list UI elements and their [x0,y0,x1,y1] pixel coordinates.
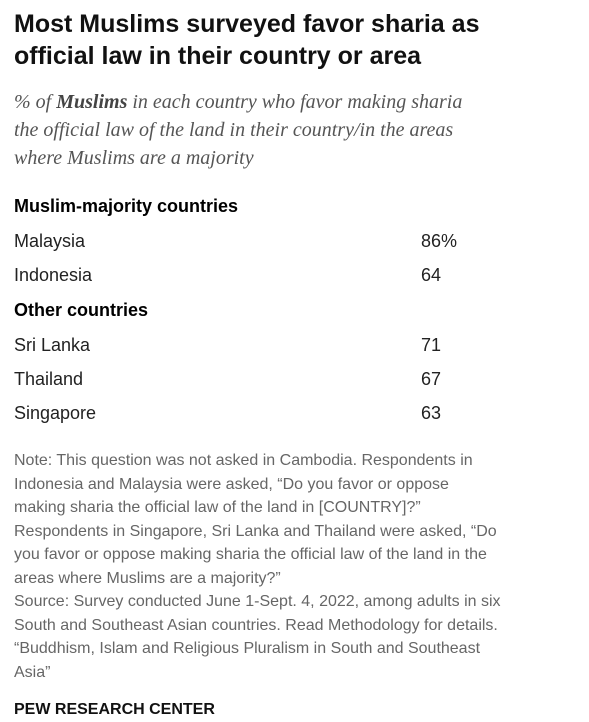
note-line: making sharia the official law of the la… [14,499,421,516]
subtitle-line: where Muslims are a majority [14,147,254,169]
row-value: 71 [421,335,442,355]
title: Most Muslims surveyed favor sharia as of… [14,8,479,72]
group-heading: Other countries [14,300,149,320]
row-label: Indonesia [14,265,93,285]
row-value: 63 [421,403,442,423]
row-label: Singapore [14,403,97,423]
footer: PEW RESEARCH CENTER [14,701,215,718]
note-line: Respondents in Singapore, Sri Lanka and … [14,522,497,540]
row-label: Malaysia [14,231,86,251]
title-line: official law in their country or area [14,42,422,70]
subtitle-line: % of Muslims in each country who favor m… [14,88,462,116]
note-line: you favor or oppose making sharia the of… [14,546,487,563]
notes: Note: This question was not asked in Cam… [14,449,501,684]
row-value: 67 [421,369,442,389]
note-line: South and Southeast Asian countries. Rea… [14,616,498,634]
subtitle-text: in each country who favor making sharia [127,91,463,113]
row-value: 64 [421,265,442,285]
row-label: Thailand [14,369,84,389]
note-line: Source: Survey conducted June 1-Sept. 4,… [14,593,501,610]
note-line: Note: This question was not asked in Cam… [14,452,473,469]
subtitle-line: the official law of the land in their co… [14,119,454,141]
note-line: Asia” [14,663,51,681]
row-label: Sri Lanka [14,335,91,355]
row-value: 86% [421,231,458,251]
title-line: Most Muslims surveyed favor sharia as [14,10,480,38]
subtitle: % of Muslims in each country who favor m… [14,88,462,172]
note-line: “Buddhism, Islam and Religious Pluralism… [14,640,481,657]
subtitle-bold: Muslims [56,91,128,113]
subtitle-text: % of [14,91,57,113]
note-line: Indonesia and Malaysia were asked, “Do y… [14,475,449,493]
note-line: areas where Muslims are a majority?” [14,569,281,587]
group-heading: Muslim-majority countries [14,196,239,216]
